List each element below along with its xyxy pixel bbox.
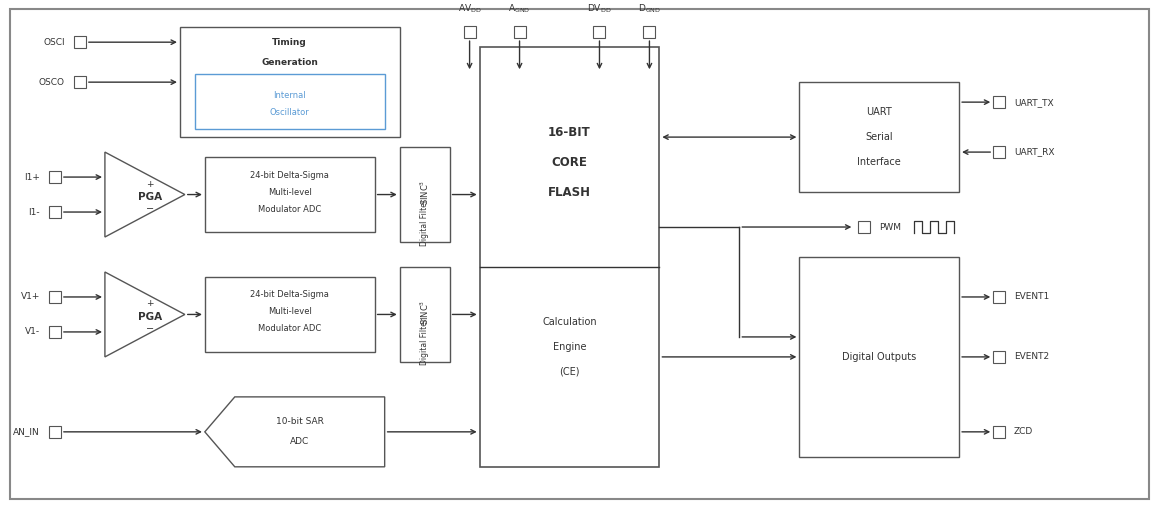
Text: Oscillator: Oscillator [270, 107, 309, 117]
Text: ADC: ADC [290, 438, 309, 446]
Text: Digital Filter: Digital Filter [420, 318, 429, 366]
Text: SINC$^3$: SINC$^3$ [418, 179, 431, 205]
Bar [400, 267, 450, 362]
Text: V1+: V1+ [21, 293, 39, 302]
Text: DV$_{\rm DD}$: DV$_{\rm DD}$ [588, 3, 612, 15]
Text: Multi-level: Multi-level [268, 188, 312, 197]
Bar [195, 74, 385, 129]
Bar [49, 426, 61, 438]
Bar [205, 157, 374, 232]
Text: UART_TX: UART_TX [1014, 98, 1054, 106]
Bar [49, 206, 61, 218]
Text: Serial: Serial [866, 132, 894, 142]
Polygon shape [105, 272, 184, 357]
Bar [74, 76, 86, 88]
Text: Generation: Generation [261, 58, 319, 66]
Text: OSCI: OSCI [43, 38, 65, 47]
Text: +: + [146, 300, 154, 308]
Text: EVENT1: EVENT1 [1014, 293, 1049, 302]
Polygon shape [205, 397, 385, 467]
Text: A$_{\rm GND}$: A$_{\rm GND}$ [509, 3, 531, 15]
Bar [205, 277, 374, 352]
Text: FLASH: FLASH [548, 186, 591, 199]
Bar [464, 26, 475, 38]
Text: CORE: CORE [552, 156, 588, 169]
Text: 24-bit Delta-Sigma: 24-bit Delta-Sigma [250, 291, 329, 300]
Bar [49, 291, 61, 303]
Text: PWM: PWM [880, 223, 902, 232]
Bar [993, 96, 1005, 108]
Text: Modulator ADC: Modulator ADC [258, 324, 321, 334]
Text: I1+: I1+ [24, 172, 39, 182]
Text: 10-bit SAR: 10-bit SAR [276, 417, 323, 426]
Text: AV$_{\rm DD}$: AV$_{\rm DD}$ [458, 3, 481, 15]
Text: EVENT2: EVENT2 [1014, 352, 1049, 361]
Text: Calculation: Calculation [542, 317, 597, 327]
Text: (CE): (CE) [560, 367, 580, 377]
Bar [593, 26, 605, 38]
Bar [859, 221, 870, 233]
Text: AN_IN: AN_IN [13, 427, 39, 437]
Text: PGA: PGA [138, 192, 162, 202]
Bar [180, 27, 400, 137]
Text: −: − [146, 204, 154, 214]
Text: UART_RX: UART_RX [1014, 148, 1055, 157]
Bar [993, 351, 1005, 363]
Bar [993, 426, 1005, 438]
Bar [480, 47, 659, 467]
Bar [643, 26, 656, 38]
Text: UART: UART [867, 107, 892, 117]
Text: Internal: Internal [274, 91, 306, 100]
Text: Engine: Engine [553, 342, 586, 352]
Text: Interface: Interface [858, 157, 901, 167]
Text: Digital Outputs: Digital Outputs [843, 352, 917, 362]
Text: 24-bit Delta-Sigma: 24-bit Delta-Sigma [250, 170, 329, 179]
Text: −: − [146, 324, 154, 334]
Bar [993, 291, 1005, 303]
Text: PGA: PGA [138, 312, 162, 322]
Text: OSCO: OSCO [39, 78, 65, 87]
Bar [74, 36, 86, 48]
Bar [800, 257, 960, 457]
Bar [513, 26, 525, 38]
Text: ZCD: ZCD [1014, 427, 1034, 437]
Bar [993, 146, 1005, 158]
Bar [400, 147, 450, 242]
Text: D$_{\rm GND}$: D$_{\rm GND}$ [637, 3, 661, 15]
Bar [800, 82, 960, 192]
Text: 16-BIT: 16-BIT [548, 126, 591, 138]
Text: Multi-level: Multi-level [268, 307, 312, 316]
Text: Modulator ADC: Modulator ADC [258, 204, 321, 213]
Text: +: + [146, 179, 154, 189]
Bar [49, 326, 61, 338]
Text: V1-: V1- [24, 328, 39, 337]
Polygon shape [105, 152, 184, 237]
Text: Timing: Timing [272, 38, 307, 47]
Bar [49, 171, 61, 183]
Text: Digital Filter: Digital Filter [420, 198, 429, 245]
Text: I1-: I1- [28, 207, 39, 216]
Text: SINC$^3$: SINC$^3$ [418, 299, 431, 324]
